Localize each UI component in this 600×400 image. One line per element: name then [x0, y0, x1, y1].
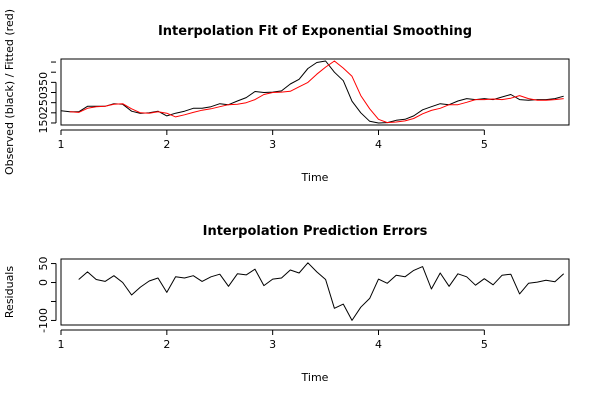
fit-y-tick-label: 350: [37, 72, 50, 93]
fit-chart-title: Interpolation Fit of Exponential Smoothi…: [158, 24, 472, 39]
errors-x-axis: 1 2 3 4 5: [58, 329, 488, 351]
fit-x-tick-label: 3: [269, 138, 276, 151]
fit-series-group: [60, 60, 564, 124]
fit-observed-line: [60, 60, 564, 124]
errors-x-tick-label: 1: [58, 338, 65, 351]
errors-x-tick-label: 2: [163, 338, 170, 351]
fit-x-axis-label: Time: [301, 171, 329, 184]
errors-series-group: [78, 262, 565, 321]
errors-y-tick-label: 50: [37, 257, 50, 271]
errors-y-axis: 50 0 -100: [37, 257, 57, 333]
errors-chart-title: Interpolation Prediction Errors: [203, 224, 428, 239]
fit-x-tick-label: 4: [375, 138, 382, 151]
errors-observed-line: [78, 262, 565, 321]
errors-y-axis-label: Residuals: [3, 266, 16, 318]
fit-x-tick-label: 2: [163, 138, 170, 151]
errors-panel: Interpolation Prediction Errors 1 2 3 4 5 50…: [3, 224, 570, 384]
fit-plot-frame: [60, 58, 570, 126]
errors-x-tick-label: 5: [481, 338, 488, 351]
fit-panel: Interpolation Fit of Exponential Smoothi…: [3, 9, 570, 184]
errors-x-tick-label: 4: [375, 338, 382, 351]
fit-y-axis-label: Observed (black) / Fitted (red): [3, 9, 16, 175]
errors-plot-frame: [60, 258, 570, 326]
fit-y-tick-label: 150: [37, 112, 50, 133]
fit-x-axis: 1 2 3 4 5: [58, 129, 488, 151]
errors-x-tick-label: 3: [269, 338, 276, 351]
errors-x-axis-label: Time: [301, 371, 329, 384]
fit-fitted-line: [69, 60, 564, 124]
fit-x-tick-label: 1: [58, 138, 65, 151]
fit-x-tick-label: 5: [481, 138, 488, 151]
errors-y-tick-label: 0: [37, 279, 50, 286]
errors-y-tick-label: -100: [37, 308, 50, 333]
fit-y-tick-label: 250: [37, 92, 50, 113]
